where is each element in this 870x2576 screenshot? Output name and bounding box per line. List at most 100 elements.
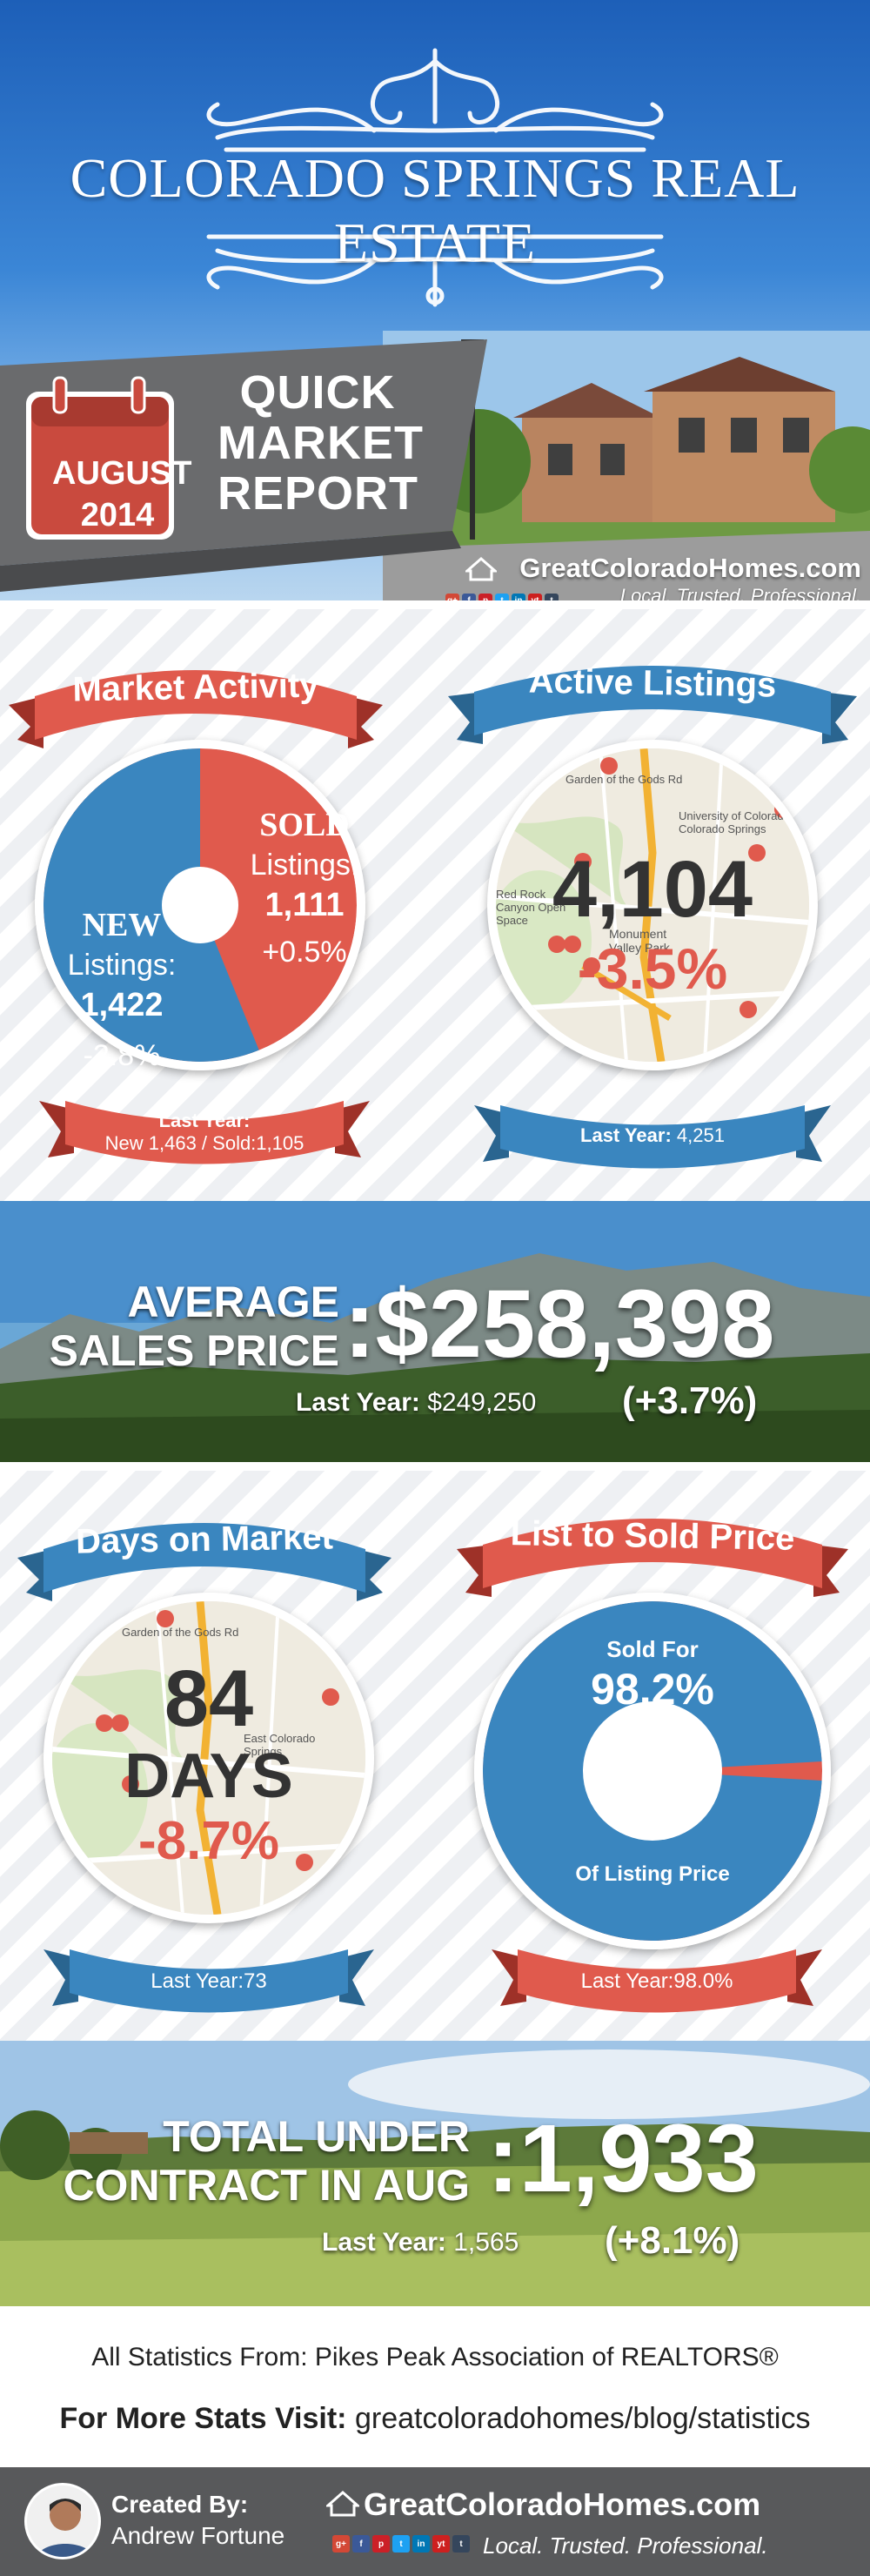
sold-for-label: Sold For bbox=[606, 1636, 699, 1662]
days-on-market-map: Garden of the Gods Rd East Colorado Spri… bbox=[44, 1593, 374, 1923]
market-activity-pie bbox=[35, 740, 365, 1070]
active-listings-map: Garden of the Gods Rd University of Colo… bbox=[487, 740, 818, 1070]
home-logo-icon bbox=[325, 2490, 361, 2517]
list-to-sold-pie: Sold For 98.2% Of Listing Price bbox=[474, 1593, 831, 1949]
twitter-icon[interactable]: t bbox=[392, 2535, 410, 2553]
home-logo-icon bbox=[464, 557, 499, 581]
total-under-label: TOTAL UNDER bbox=[163, 2112, 470, 2161]
pie-hole bbox=[583, 1701, 722, 1841]
days-unit: DAYS bbox=[124, 1741, 293, 1811]
new-slice bbox=[44, 748, 259, 1062]
new-listings-label: Listings: bbox=[67, 949, 177, 982]
tumblr-icon[interactable]: t bbox=[545, 594, 559, 600]
footer: Created By: Andrew Fortune GreatColorado… bbox=[0, 2467, 870, 2576]
map-graphic bbox=[496, 748, 809, 1062]
header-banner: COLORADO SPRINGS REAL ESTATE A bbox=[0, 0, 870, 600]
average-sales-change: (+3.7%) bbox=[622, 1379, 758, 1422]
sources-line: All Statistics From: Pikes Peak Associat… bbox=[91, 2343, 779, 2371]
active-listings-lastyear-ribbon bbox=[474, 1105, 831, 1169]
lastyear-label: Last Year: bbox=[296, 1388, 420, 1417]
map-label: Garden of the Gods Rd bbox=[122, 1626, 239, 1639]
header-social-icons: g+ f p t in yt t bbox=[445, 594, 559, 600]
twitter-icon[interactable]: t bbox=[495, 594, 509, 600]
sold-listings-label: Listings: bbox=[250, 849, 359, 882]
active-listings-ribbon bbox=[448, 666, 857, 744]
report-line-market: MARKET bbox=[218, 417, 424, 469]
under-contract-band: TOTAL UNDER CONTRACT IN AUG :1,933 Last … bbox=[0, 2041, 870, 2306]
under-contract-lastyear: Last Year: 1,565 bbox=[322, 2228, 519, 2257]
linkedin-icon[interactable]: in bbox=[512, 594, 525, 600]
more-stats-label: For More Stats Visit: bbox=[59, 2402, 347, 2435]
lastyear-value: $249,250 bbox=[427, 1388, 537, 1417]
created-by-label: Created By: bbox=[111, 2491, 249, 2518]
sold-listings-change: +0.5% bbox=[262, 936, 347, 969]
pinterest-icon[interactable]: p bbox=[372, 2535, 390, 2553]
facebook-icon[interactable]: f bbox=[462, 594, 476, 600]
under-contract-change: (+8.1%) bbox=[605, 2219, 740, 2262]
market-activity-ribbon bbox=[9, 670, 383, 748]
author-name: Andrew Fortune bbox=[111, 2522, 285, 2549]
report-line-report: REPORT bbox=[218, 467, 419, 520]
lastyear-label: Last Year: bbox=[580, 1124, 672, 1146]
footer-tagline: Local. Trusted. Professional. bbox=[483, 2532, 768, 2559]
lastyear-value: 1,565 bbox=[453, 2228, 519, 2257]
avatar bbox=[24, 2483, 101, 2559]
creator-block: Created By: Andrew Fortune bbox=[111, 2489, 284, 2552]
linkedin-icon[interactable]: in bbox=[412, 2535, 430, 2553]
market-activity-title: Market Activity bbox=[72, 666, 319, 709]
youtube-icon[interactable]: yt bbox=[432, 2535, 450, 2553]
more-stats-line: For More Stats Visit: greatcoloradohomes… bbox=[0, 2402, 870, 2436]
lastyear-label: Last Year: bbox=[158, 1110, 251, 1131]
contract-in-aug-label: CONTRACT IN AUG bbox=[63, 2161, 470, 2210]
average-sales-label: AVERAGE SALES PRICE bbox=[17, 1278, 339, 1375]
days-on-market-ribbon bbox=[17, 1523, 392, 1601]
ornament-icon bbox=[206, 48, 664, 307]
active-listings-title: Active Listings bbox=[528, 661, 777, 705]
facebook-icon[interactable]: f bbox=[352, 2535, 370, 2553]
tumblr-icon[interactable]: t bbox=[452, 2535, 470, 2553]
map-graphic bbox=[52, 1601, 365, 1915]
report-title: QUICK MARKET REPORT bbox=[218, 366, 424, 520]
map-label: University of Colorado Colorado Springs bbox=[679, 809, 790, 835]
sold-listings-value: 1,111 bbox=[264, 887, 345, 923]
map-label: Red Rock Canyon Open Space bbox=[496, 888, 566, 927]
active-listings-lastyear: Last Year: 4,251 bbox=[487, 1124, 818, 1147]
google-plus-icon[interactable]: g+ bbox=[332, 2535, 350, 2553]
active-listings-change: -3.5% bbox=[577, 936, 728, 1001]
sources-section: All Statistics From: Pikes Peak Associat… bbox=[0, 2306, 870, 2467]
sold-label: SOLD bbox=[259, 807, 350, 843]
days-section: Days on Market Garden of the Gods Rd Eas… bbox=[0, 1471, 870, 2041]
month-label: AUGUST bbox=[52, 455, 192, 492]
average-sales-band: AVERAGE SALES PRICE :$258,398 Last Year:… bbox=[0, 1201, 870, 1462]
under-contract-label: TOTAL UNDER CONTRACT IN AUG bbox=[17, 2112, 470, 2210]
header-tagline: Local. Trusted. Professional. bbox=[619, 585, 861, 600]
days-on-market-title: Days on Market bbox=[75, 1518, 334, 1561]
average-label: AVERAGE bbox=[127, 1278, 339, 1326]
new-listings-block: NEW Listings: 1,422 -2.8% bbox=[48, 905, 196, 1076]
more-stats-link[interactable]: greatcoloradohomes/blog/statistics bbox=[354, 2402, 811, 2435]
meadow-photo bbox=[0, 2041, 870, 2306]
mountain-photo bbox=[0, 1201, 870, 1462]
lastyear-value: New 1,463 / Sold:1,105 bbox=[104, 1132, 304, 1154]
list-to-sold-title: List to Sold Price bbox=[510, 1514, 795, 1558]
under-contract-value: :1,933 bbox=[487, 2105, 759, 2212]
sales-price-label: SALES PRICE bbox=[49, 1326, 339, 1375]
footer-brand[interactable]: GreatColoradoHomes.com bbox=[364, 2486, 761, 2522]
report-line-quick: QUICK bbox=[239, 366, 396, 419]
list-to-sold-lastyear: Last Year:98.0% bbox=[580, 1969, 733, 1993]
lastyear-value: 4,251 bbox=[676, 1124, 725, 1146]
youtube-icon[interactable]: yt bbox=[528, 594, 542, 600]
active-listings-value: 4,104 bbox=[552, 845, 753, 934]
new-label: NEW bbox=[82, 907, 162, 943]
list-to-sold-ribbon bbox=[457, 1519, 848, 1597]
days-lastyear: Last Year:73 bbox=[151, 1969, 267, 1993]
page-title: COLORADO SPRINGS REAL ESTATE bbox=[70, 147, 800, 273]
pinterest-icon[interactable]: p bbox=[478, 594, 492, 600]
report-month: AUGUST 2014 bbox=[52, 453, 192, 536]
days-change: -8.7% bbox=[138, 1811, 279, 1871]
header-brand[interactable]: GreatColoradoHomes.com bbox=[519, 553, 861, 583]
google-plus-icon[interactable]: g+ bbox=[445, 594, 459, 600]
map-label: Garden of the Gods Rd bbox=[566, 773, 683, 786]
map-label: Monument Valley Park bbox=[609, 927, 670, 955]
new-listings-change: -2.8% bbox=[83, 1039, 161, 1072]
